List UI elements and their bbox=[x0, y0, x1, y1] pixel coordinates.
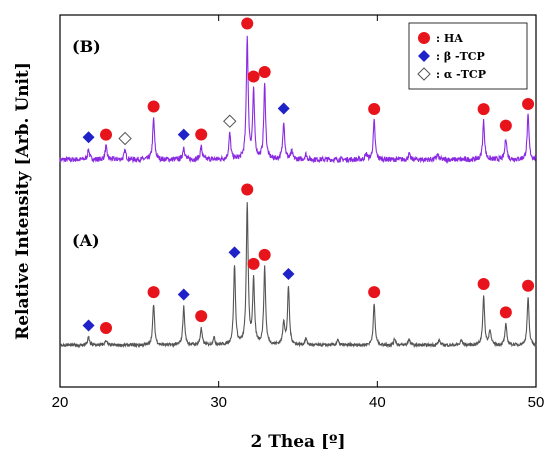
legend-ha-label: : HA bbox=[436, 32, 463, 45]
legend: : HA : β -TCP : α -TCP bbox=[408, 22, 528, 90]
alpha-tcp-marker-b bbox=[223, 114, 237, 128]
beta-tcp-marker-b bbox=[177, 128, 190, 141]
phase-markers bbox=[82, 17, 535, 334]
ha-marker-b bbox=[499, 119, 512, 132]
ha-marker-b bbox=[241, 17, 254, 30]
x-tick-label: 20 bbox=[52, 394, 69, 411]
ha-marker-a bbox=[100, 321, 113, 334]
beta-tcp-marker-a bbox=[282, 267, 295, 280]
legend-beta-tcp-label: : β -TCP bbox=[436, 50, 485, 63]
legend-ha-icon bbox=[418, 32, 430, 44]
legend-box bbox=[408, 22, 528, 90]
trace-a bbox=[59, 202, 537, 349]
x-axis-title: 2 Thea [º] bbox=[250, 432, 345, 452]
ha-marker-b bbox=[100, 128, 113, 141]
x-axis-ticks: 20 30 40 50 bbox=[52, 15, 545, 411]
ha-marker-a bbox=[368, 286, 381, 299]
ha-marker-b bbox=[477, 103, 490, 116]
ha-marker-b bbox=[368, 103, 381, 116]
traces bbox=[59, 35, 537, 349]
ha-marker-a bbox=[258, 248, 271, 261]
ha-marker-a bbox=[522, 279, 535, 292]
alpha-tcp-marker-b bbox=[118, 131, 132, 146]
ha-marker-a bbox=[477, 277, 490, 290]
panel-label-b: (B) bbox=[72, 37, 101, 56]
ha-marker-b bbox=[522, 97, 535, 110]
ha-marker-a bbox=[241, 183, 254, 196]
beta-tcp-marker-a bbox=[228, 246, 241, 259]
ha-marker-a bbox=[195, 310, 208, 323]
panel-label-a: (A) bbox=[72, 231, 100, 250]
plot-frame bbox=[59, 14, 537, 388]
ha-marker-a bbox=[247, 257, 260, 270]
legend-beta-tcp-icon bbox=[418, 50, 430, 62]
x-tick-label: 40 bbox=[369, 394, 386, 411]
legend-alpha-tcp-label: : α -TCP bbox=[436, 68, 486, 81]
x-tick-label: 30 bbox=[210, 394, 227, 411]
beta-tcp-marker-b bbox=[82, 131, 95, 144]
y-axis-title: Relative Intensity [Arb. Unit] bbox=[13, 62, 33, 340]
x-tick-label: 50 bbox=[528, 394, 545, 411]
ha-marker-b bbox=[258, 66, 271, 79]
beta-tcp-marker-a bbox=[177, 288, 190, 301]
beta-tcp-marker-b bbox=[277, 102, 290, 115]
legend-alpha-tcp-icon bbox=[417, 67, 431, 81]
trace-b bbox=[59, 35, 537, 164]
ha-marker-a bbox=[499, 306, 512, 319]
beta-tcp-marker-a bbox=[82, 319, 95, 332]
ha-marker-b bbox=[195, 128, 208, 141]
ha-marker-b bbox=[147, 100, 160, 113]
ha-marker-b bbox=[247, 70, 260, 83]
ha-marker-a bbox=[147, 286, 160, 299]
